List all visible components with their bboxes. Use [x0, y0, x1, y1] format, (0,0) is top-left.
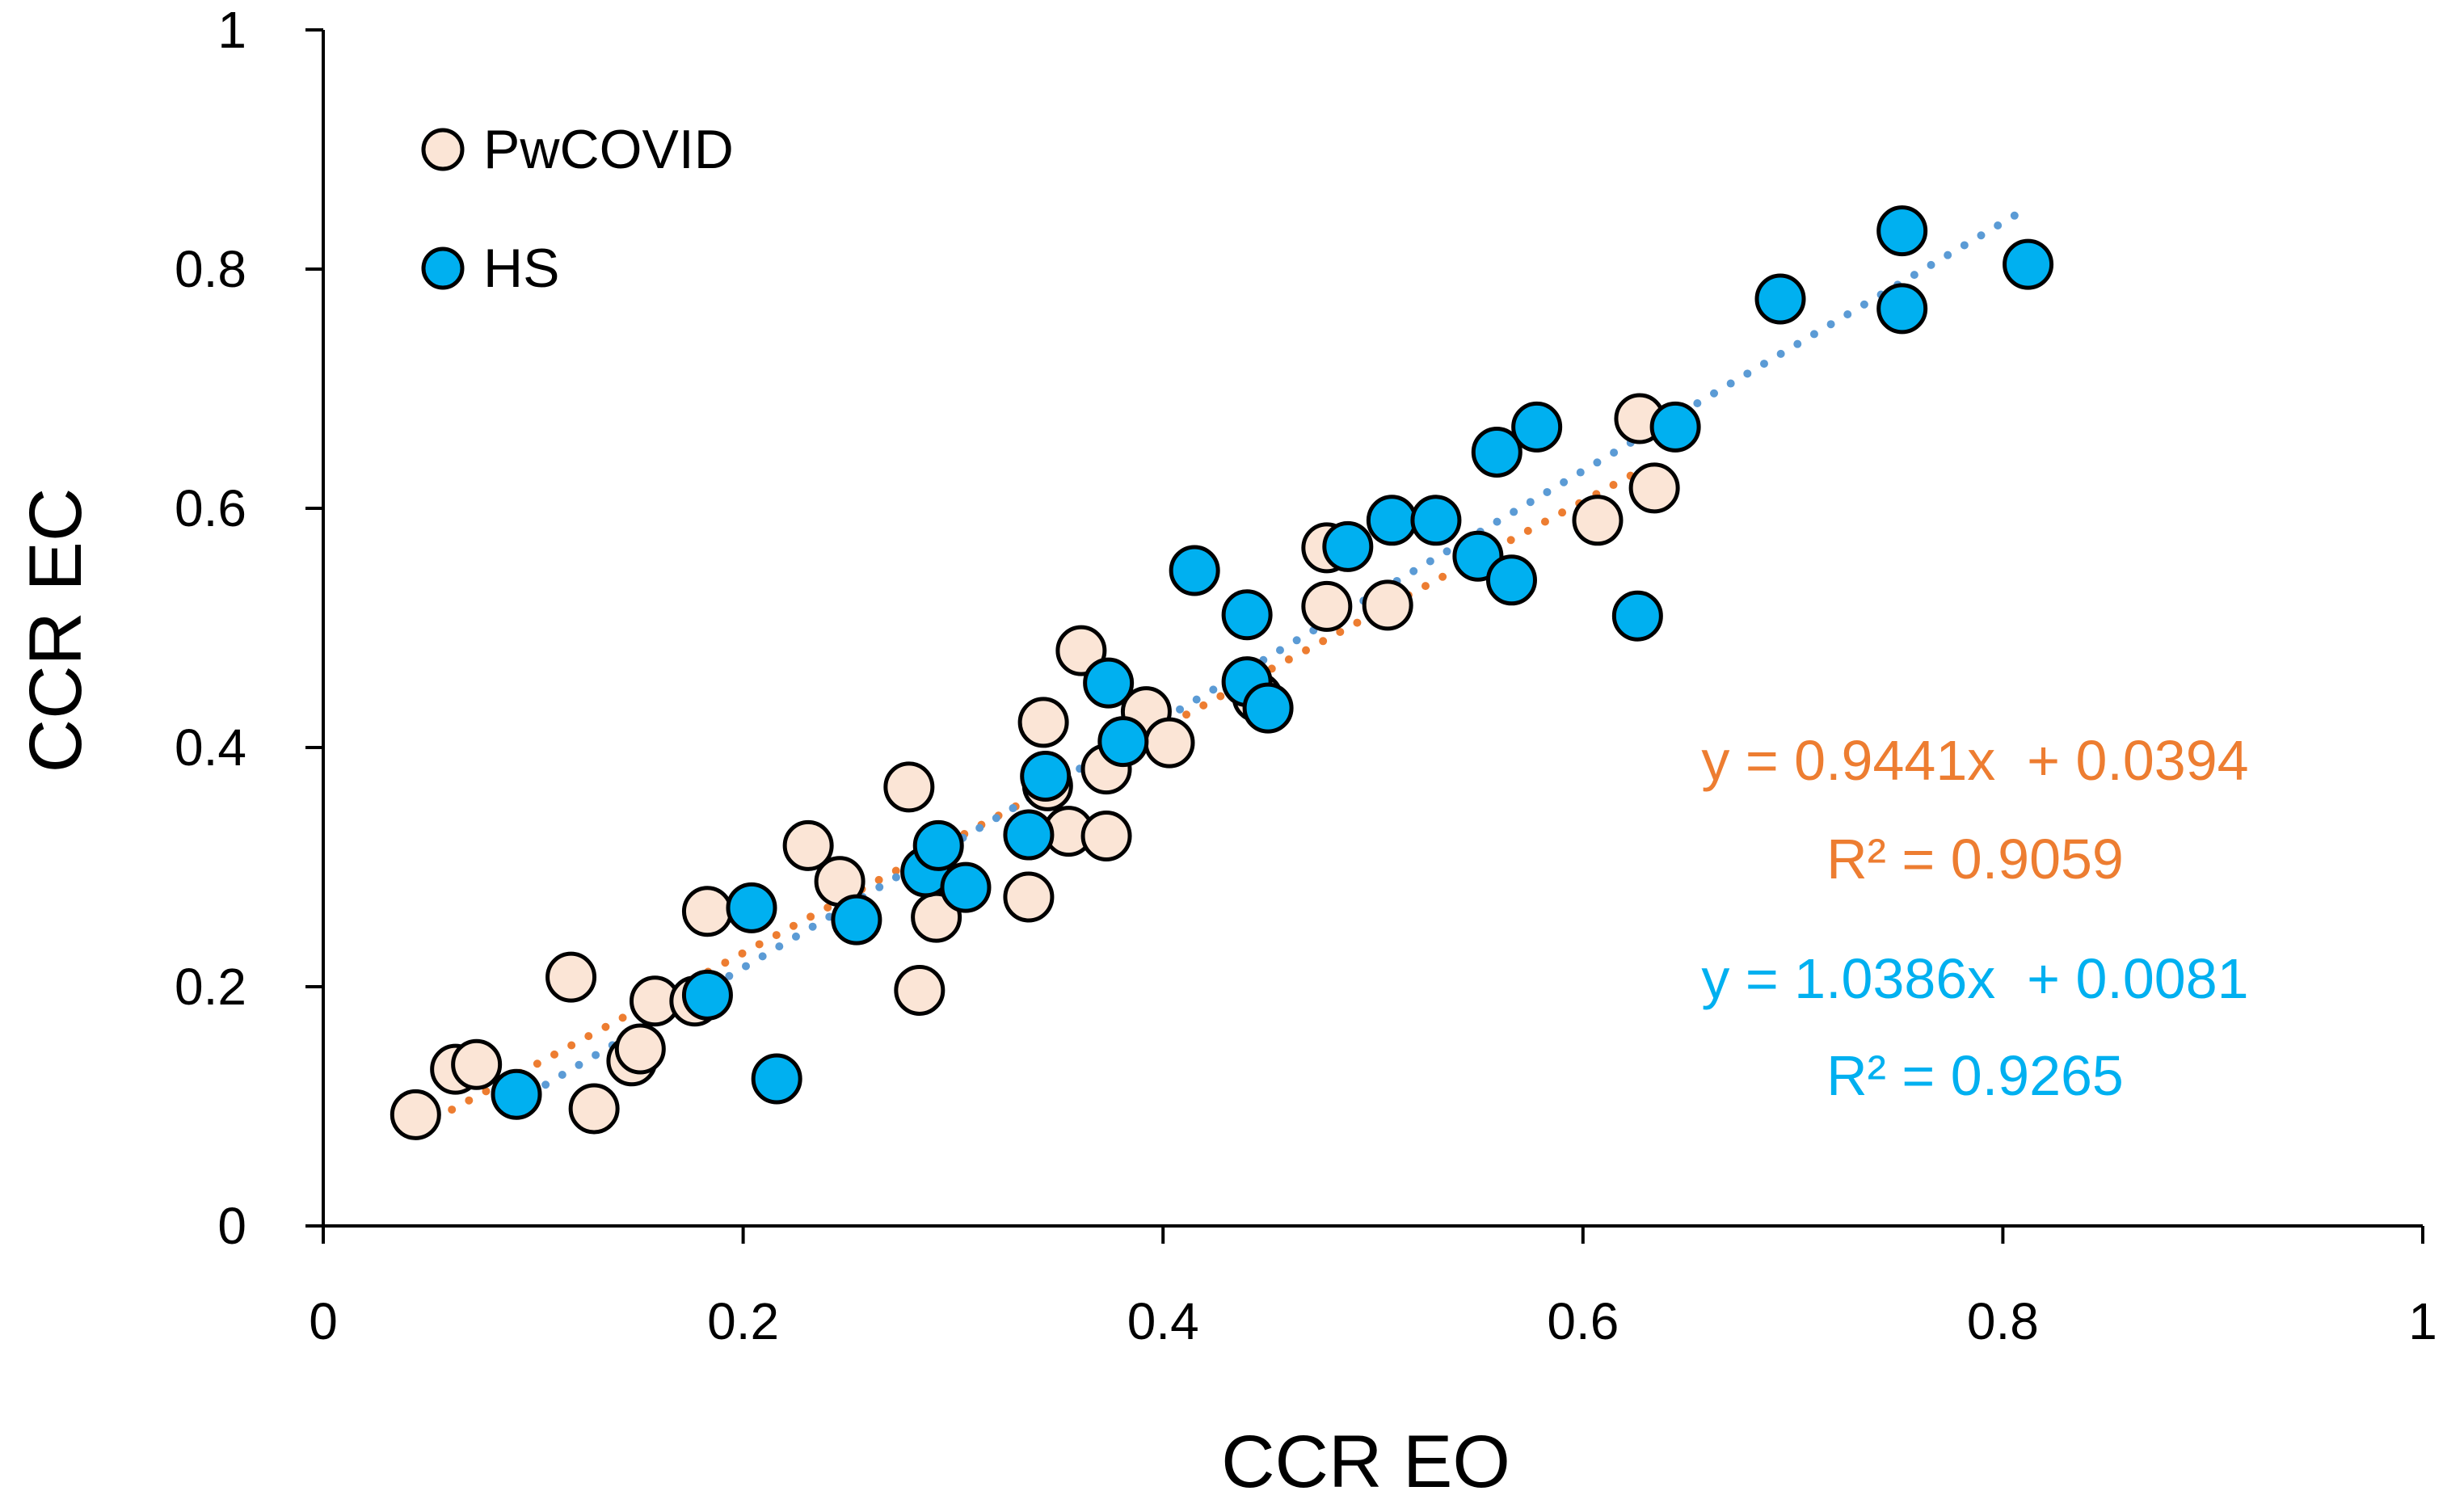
point-hs: [1003, 809, 1055, 861]
point-pwcovid: [883, 761, 935, 813]
r-squared-hs: R² = 0.9265: [1826, 1044, 2124, 1107]
point-hs: [831, 894, 882, 946]
y-tick-label: 0.6: [175, 479, 246, 537]
point-pwcovid: [451, 1038, 503, 1090]
point-hs: [1876, 283, 1928, 335]
x-tick-label: 1: [2408, 1292, 2437, 1350]
point-hs: [1242, 682, 1294, 734]
x-tick-label: 0.6: [1547, 1292, 1619, 1350]
point-hs: [1221, 589, 1273, 641]
point-pwcovid: [1143, 717, 1195, 769]
point-hs: [1876, 205, 1928, 257]
y-axis-title: CCR EC: [15, 488, 97, 773]
point-hs: [1097, 716, 1149, 768]
x-tick-label: 0.4: [1127, 1292, 1199, 1350]
point-hs: [1611, 590, 1663, 642]
y-tick-label: 0: [217, 1197, 246, 1255]
legend-label-pwcovid: PwCOVID: [483, 119, 734, 180]
point-hs: [1754, 273, 1806, 325]
y-tick-label: 0.4: [175, 718, 246, 777]
axis-ticks: 0 0.2 0.4 0.6 0.8 1 0 0.2 0.4 0.6 0.8 1: [175, 1, 2437, 1350]
point-hs: [726, 882, 777, 933]
x-tick-label: 0: [309, 1292, 338, 1350]
legend-marker-hs: [421, 246, 465, 290]
y-tick-label: 0.2: [175, 958, 246, 1016]
point-pwcovid: [1003, 871, 1055, 923]
point-hs: [1366, 495, 1417, 546]
y-tick-label: 1: [217, 1, 246, 59]
axes: [322, 30, 2423, 1228]
point-pwcovid: [568, 1083, 620, 1135]
point-hs: [1020, 751, 1072, 802]
point-hs: [1471, 426, 1523, 478]
x-tick-label: 0.8: [1967, 1292, 2039, 1350]
point-pwcovid: [1628, 462, 1680, 514]
point-hs: [1511, 401, 1563, 453]
point-pwcovid: [1362, 579, 1413, 631]
point-pwcovid: [1572, 495, 1624, 546]
point-hs: [2003, 238, 2054, 290]
point-pwcovid: [1301, 580, 1353, 632]
point-hs: [751, 1053, 802, 1105]
point-hs: [1169, 545, 1220, 596]
x-axis-title: CCR EO: [1221, 1421, 1510, 1503]
legend: PwCOVID HS: [421, 119, 734, 299]
point-pwcovid: [1080, 811, 1132, 862]
point-pwcovid: [390, 1089, 441, 1140]
trendline-equations: y = 0.9441x + 0.0394 R² = 0.9059 y = 1.0…: [1701, 729, 2248, 1107]
point-hs: [1083, 657, 1135, 709]
point-hs: [491, 1068, 542, 1120]
point-hs: [1410, 495, 1462, 546]
point-hs: [1322, 520, 1374, 572]
point-pwcovid: [782, 819, 834, 871]
point-pwcovid: [894, 964, 946, 1016]
point-pwcovid: [1055, 625, 1107, 676]
point-hs: [1485, 554, 1537, 606]
point-pwcovid: [614, 1023, 666, 1075]
legend-label-hs: HS: [483, 238, 559, 299]
x-tick-label: 0.2: [707, 1292, 779, 1350]
point-hs: [940, 861, 992, 913]
point-hs: [912, 819, 964, 871]
point-pwcovid: [681, 886, 733, 937]
legend-marker-pwcovid: [421, 128, 465, 171]
point-hs: [1649, 401, 1701, 453]
point-pwcovid: [545, 951, 597, 1003]
point-hs: [681, 969, 733, 1021]
r-squared-pwcovid: R² = 0.9059: [1826, 828, 2124, 891]
y-tick-label: 0.8: [175, 240, 246, 298]
point-pwcovid: [1017, 697, 1069, 748]
trendline-hs: [508, 205, 2028, 1109]
data-points: [390, 205, 2054, 1140]
equation-pwcovid: y = 0.9441x + 0.0394: [1701, 729, 2248, 792]
equation-hs: y = 1.0386x + 0.0081: [1701, 947, 2248, 1010]
